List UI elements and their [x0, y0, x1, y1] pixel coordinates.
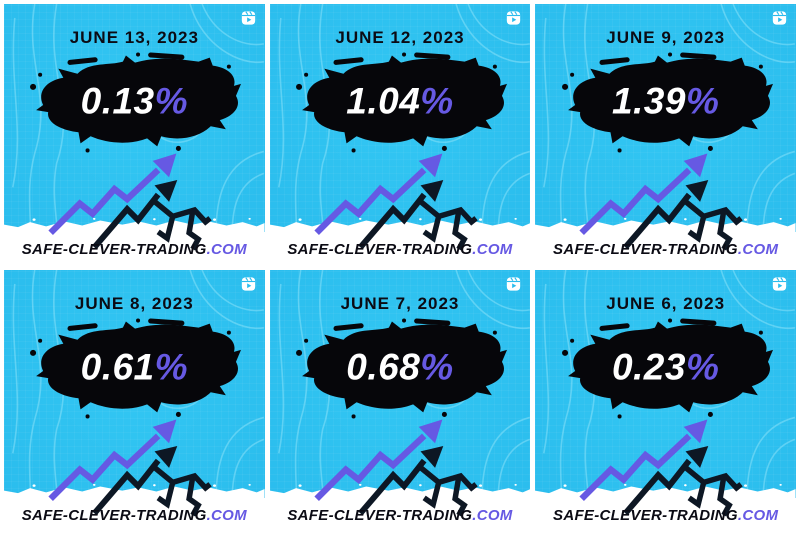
- percent-sign: %: [154, 346, 189, 388]
- website-name: SAFE-CLEVER-TRADING: [287, 241, 473, 258]
- instagram-reels-icon: [505, 276, 522, 292]
- percent-sign: %: [154, 80, 189, 122]
- percent-readout: 1.39%: [612, 80, 719, 122]
- date-heading: JUNE 8, 2023: [74, 294, 194, 313]
- rising-arrows-illustration: [306, 149, 484, 251]
- website-tld: .COM: [206, 507, 247, 524]
- percent-sign: %: [420, 346, 454, 388]
- instagram-reels-icon: [240, 10, 257, 26]
- date-heading: JUNE 13, 2023: [69, 28, 199, 47]
- percent-value: 0.23: [611, 346, 686, 388]
- percent-value: 1.04: [346, 80, 421, 122]
- website-banner: SAFE-CLEVER-TRADING.COM: [535, 241, 796, 258]
- paint-splash: 1.04%: [293, 52, 507, 154]
- post-tile: JUNE 9, 2023 1.39% SAFE-CLEVER-TRADING.C…: [535, 4, 796, 265]
- website-banner: SAFE-CLEVER-TRADING.COM: [4, 507, 265, 524]
- website-tld: .COM: [472, 507, 513, 524]
- rising-arrows-illustration: [306, 415, 484, 517]
- website-name: SAFE-CLEVER-TRADING: [553, 241, 738, 258]
- website-banner: SAFE-CLEVER-TRADING.COM: [270, 507, 531, 524]
- percent-value: 0.61: [80, 346, 155, 388]
- rising-arrows-illustration: [40, 415, 218, 517]
- website-banner: SAFE-CLEVER-TRADING.COM: [270, 241, 531, 258]
- paint-splash: 0.68%: [293, 318, 507, 420]
- paint-splash: 0.61%: [27, 318, 241, 420]
- date-heading: JUNE 9, 2023: [606, 28, 726, 47]
- date-heading: JUNE 12, 2023: [335, 28, 465, 47]
- post-tile: JUNE 8, 2023 0.61% SAFE-CLEVER-TRADING.C…: [4, 270, 265, 531]
- date-heading: JUNE 7, 2023: [340, 294, 460, 313]
- paint-splash: 1.39%: [559, 52, 773, 154]
- post-tile: JUNE 13, 2023 0.13% SAFE-CLEVER-TRADING.…: [4, 4, 265, 265]
- rising-arrows-illustration: [571, 149, 749, 251]
- website-name: SAFE-CLEVER-TRADING: [287, 507, 473, 524]
- rising-arrows-illustration: [40, 149, 218, 251]
- post-tile: JUNE 7, 2023 0.68% SAFE-CLEVER-TRADING.C…: [269, 270, 531, 531]
- date-heading: JUNE 6, 2023: [606, 294, 726, 313]
- percent-sign: %: [420, 80, 454, 122]
- website-name: SAFE-CLEVER-TRADING: [553, 507, 738, 524]
- website-banner: SAFE-CLEVER-TRADING.COM: [4, 241, 265, 258]
- paint-splash: 0.23%: [559, 318, 773, 420]
- rising-arrows-illustration: [571, 415, 749, 517]
- post-tile: JUNE 6, 2023 0.23% SAFE-CLEVER-TRADING.C…: [535, 270, 796, 531]
- instagram-reels-icon: [240, 276, 257, 292]
- instagram-reels-icon: [505, 10, 522, 26]
- percent-readout: 0.61%: [81, 346, 188, 388]
- percent-readout: 0.23%: [612, 346, 719, 388]
- percent-readout: 0.68%: [346, 346, 453, 388]
- percent-value: 1.39: [611, 80, 686, 122]
- percent-readout: 1.04%: [346, 80, 453, 122]
- percent-readout: 0.13%: [81, 80, 188, 122]
- website-tld: .COM: [206, 241, 247, 258]
- percent-value: 0.13: [80, 80, 155, 122]
- percent-sign: %: [685, 80, 720, 122]
- website-name: SAFE-CLEVER-TRADING: [21, 507, 207, 524]
- paint-splash: 0.13%: [27, 52, 241, 154]
- percent-sign: %: [685, 346, 720, 388]
- percent-value: 0.68: [346, 346, 421, 388]
- website-tld: .COM: [472, 241, 513, 258]
- instagram-reels-icon: [771, 10, 788, 26]
- website-tld: .COM: [737, 241, 779, 258]
- website-name: SAFE-CLEVER-TRADING: [21, 241, 207, 258]
- website-banner: SAFE-CLEVER-TRADING.COM: [535, 507, 796, 524]
- instagram-reels-icon: [771, 276, 788, 292]
- post-tile: JUNE 12, 2023 1.04% SAFE-CLEVER-TRADING.…: [269, 4, 531, 265]
- website-tld: .COM: [737, 507, 779, 524]
